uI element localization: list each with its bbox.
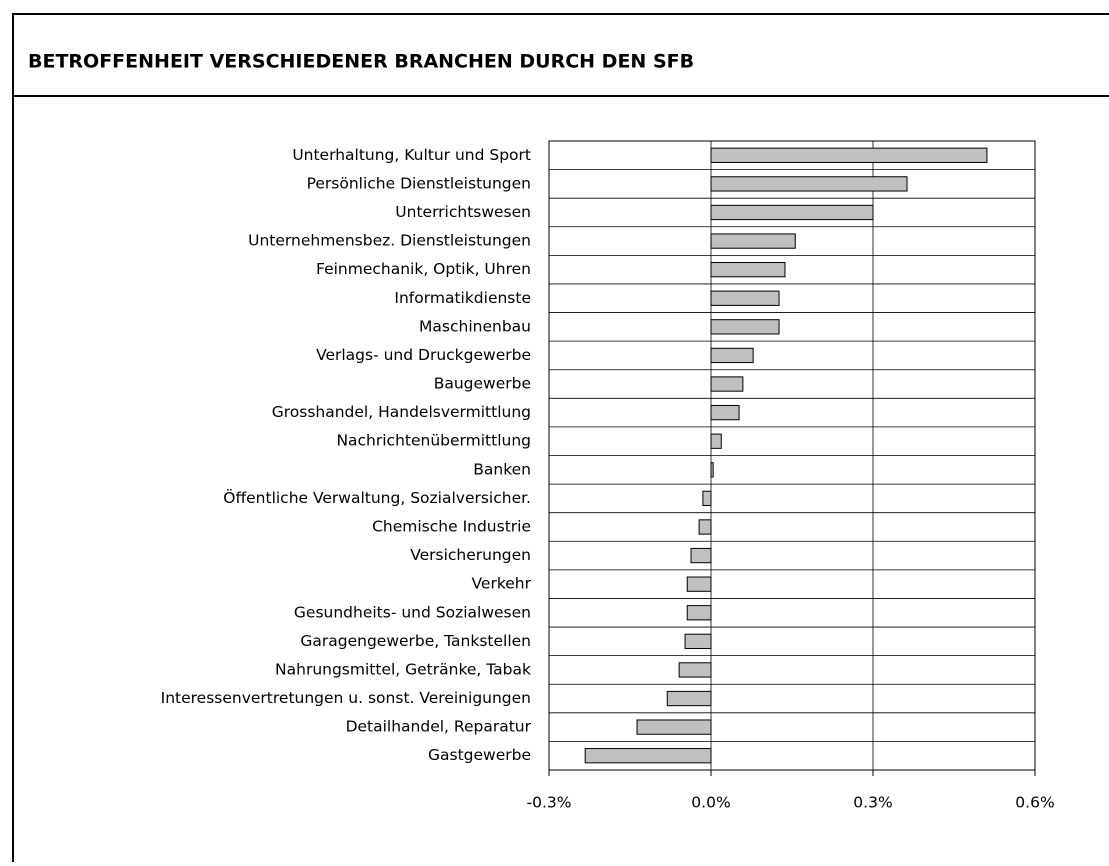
- x-tick-label: 0.6%: [1015, 794, 1054, 812]
- y-tick-label: Gastgewerbe: [428, 746, 531, 764]
- bar: [710, 347, 754, 364]
- bar: [584, 748, 712, 764]
- bar: [684, 633, 712, 649]
- y-tick-label: Öffentliche Verwaltung, Sozialversicher.: [223, 488, 531, 507]
- bar: [710, 176, 908, 192]
- y-tick-label: Versicherungen: [410, 546, 531, 564]
- bar: [710, 462, 714, 478]
- y-tick-label: Unterhaltung, Kultur und Sport: [292, 146, 531, 164]
- y-tick-label: Unternehmensbez. Dienstleistungen: [248, 232, 531, 250]
- y-tick-label: Baugewerbe: [434, 375, 531, 393]
- y-tick-label: Persönliche Dienstleistungen: [307, 174, 531, 192]
- bar: [710, 290, 780, 306]
- y-tick-label: Feinmechanik, Optik, Uhren: [316, 260, 531, 278]
- bar: [698, 519, 712, 535]
- bar: [710, 262, 786, 278]
- bar: [690, 547, 712, 564]
- y-tick-label: Interessenvertretungen u. sonst. Vereini…: [161, 689, 531, 707]
- bar: [710, 404, 740, 421]
- y-tick-label: Grosshandel, Handelsvermittlung: [272, 403, 531, 421]
- bar: [678, 662, 712, 678]
- y-tick-label: Informatikdienste: [394, 289, 531, 307]
- y-tick-label: Verkehr: [472, 575, 532, 593]
- y-tick-label: Unterrichtswesen: [395, 203, 531, 221]
- x-tick-label: -0.3%: [527, 794, 572, 812]
- y-tick-label: Garagengewerbe, Tankstellen: [300, 632, 531, 650]
- y-tick-label: Gesundheits- und Sozialwesen: [294, 603, 531, 621]
- y-tick-label: Detailhandel, Reparatur: [346, 718, 532, 736]
- bar: [666, 690, 712, 707]
- y-tick-label: Chemische Industrie: [372, 517, 531, 535]
- bar: [702, 490, 712, 507]
- bar: [710, 233, 796, 249]
- x-tick-label: 0.0%: [691, 794, 730, 812]
- y-tick-label: Verlags- und Druckgewerbe: [316, 346, 531, 364]
- chart-title: BETROFFENHEIT VERSCHIEDENER BRANCHEN DUR…: [28, 51, 694, 73]
- bar: [710, 376, 744, 392]
- bar: [686, 576, 712, 592]
- bar: [710, 147, 988, 163]
- bar: [636, 719, 712, 735]
- bar: [710, 433, 722, 449]
- bar: [710, 204, 874, 221]
- y-tick-label: Nahrungsmittel, Getränke, Tabak: [275, 660, 531, 678]
- bar: [710, 319, 780, 335]
- y-tick-label: Maschinenbau: [419, 317, 531, 335]
- y-tick-label: Nachrichtenübermittlung: [336, 432, 531, 450]
- x-tick-label: 0.3%: [853, 794, 892, 812]
- frame: [12, 13, 1109, 866]
- bar: [686, 605, 712, 621]
- y-tick-label: Banken: [473, 460, 531, 478]
